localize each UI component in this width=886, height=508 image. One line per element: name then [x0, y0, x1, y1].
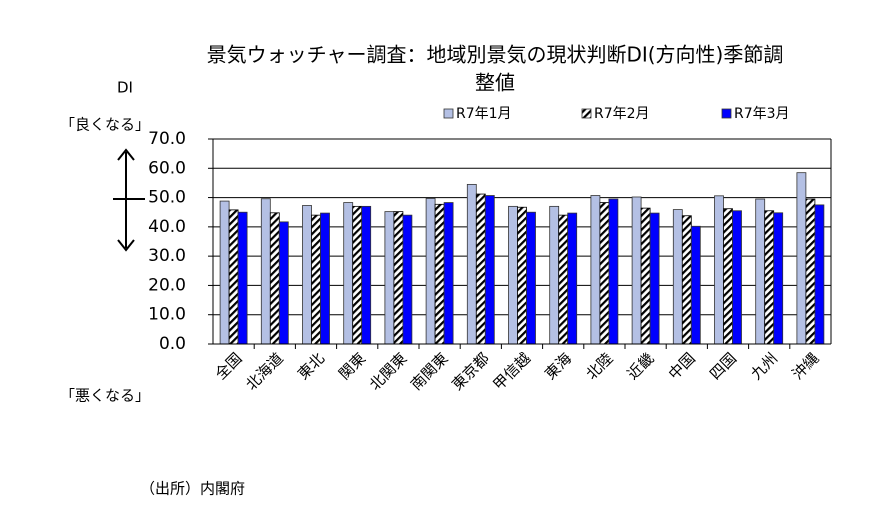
bar [672, 209, 683, 345]
bar [649, 212, 660, 345]
x-tick-label: 東北 [294, 349, 328, 383]
bar [690, 225, 701, 345]
x-tick-label: 南関東 [407, 349, 452, 394]
bar [681, 215, 692, 345]
legend-label: R7年2月 [594, 106, 650, 122]
bar [393, 211, 404, 345]
x-tick-label: 甲信越 [489, 349, 534, 394]
bar [764, 210, 775, 345]
bar [608, 198, 619, 345]
bar [814, 204, 825, 345]
bar [755, 198, 766, 345]
y-axis-label: DI [117, 79, 133, 97]
bar [425, 198, 436, 345]
bar [549, 205, 560, 345]
bar [631, 196, 642, 345]
bar [590, 195, 601, 345]
bar [508, 205, 518, 345]
bar [558, 214, 569, 345]
x-tick-label: 九州 [747, 349, 781, 383]
bar [475, 193, 486, 345]
lower-note: 「悪くなる」 [60, 387, 150, 405]
x-tick-label: 中国 [665, 349, 699, 383]
x-tick-label: 全国 [212, 349, 246, 383]
x-tick-label: 四国 [706, 349, 740, 383]
y-tick-label: 60.0 [148, 158, 186, 178]
bar [269, 212, 280, 345]
bar [723, 208, 733, 345]
bar [526, 211, 536, 345]
bar [228, 209, 239, 345]
bar [361, 205, 372, 345]
bar [517, 206, 527, 345]
bar [466, 183, 477, 345]
bar [640, 207, 651, 345]
bar [343, 202, 354, 345]
x-tick-label: 関東 [335, 349, 369, 383]
bar [805, 198, 816, 345]
legend-swatch [443, 108, 454, 119]
bar [402, 214, 413, 345]
direction-arrow [113, 148, 145, 252]
y-tick-label: 30.0 [148, 246, 186, 266]
bar [732, 210, 742, 345]
x-tick-label: 北海道 [242, 349, 287, 394]
x-tick-label: 沖縄 [788, 349, 822, 383]
bar [434, 203, 445, 345]
bar [302, 205, 312, 345]
legend-label: R7年3月 [734, 106, 790, 122]
bar [320, 212, 330, 345]
x-tick-label: 東海 [541, 349, 575, 383]
x-tick-label: 北陸 [582, 349, 616, 383]
bar [599, 202, 610, 345]
bar [352, 205, 363, 345]
y-tick-label: 20.0 [148, 275, 186, 295]
bar [443, 202, 454, 345]
bar [237, 211, 248, 345]
upper-note: 「良くなる」 [60, 116, 150, 134]
bar [260, 198, 271, 345]
bar [484, 195, 495, 345]
x-tick-label: 近畿 [624, 349, 658, 383]
y-tick-label: 0.0 [159, 334, 186, 354]
y-tick-label: 50.0 [148, 188, 186, 208]
bar [278, 221, 289, 345]
source-note: （出所）内閣府 [140, 480, 245, 498]
y-tick-label: 10.0 [148, 305, 186, 325]
legend-swatch [721, 108, 732, 119]
x-tick-label: 北関東 [366, 349, 411, 394]
bar [567, 212, 578, 345]
x-tick-label: 東京都 [448, 349, 493, 394]
legend-swatch [581, 108, 592, 119]
y-tick-label: 40.0 [148, 217, 186, 237]
bar [773, 212, 784, 345]
bar [796, 172, 807, 345]
bar [311, 214, 321, 345]
legend-label: R7年1月 [456, 106, 512, 122]
chart-title: 景気ウォッチャー調査：地域別景気の現状判断DI(方向性)季節調 [207, 43, 784, 67]
chart-title: 整値 [475, 71, 515, 95]
y-tick-label: 70.0 [148, 129, 186, 149]
bar [219, 200, 230, 345]
bar [384, 211, 395, 345]
bar [714, 195, 724, 345]
